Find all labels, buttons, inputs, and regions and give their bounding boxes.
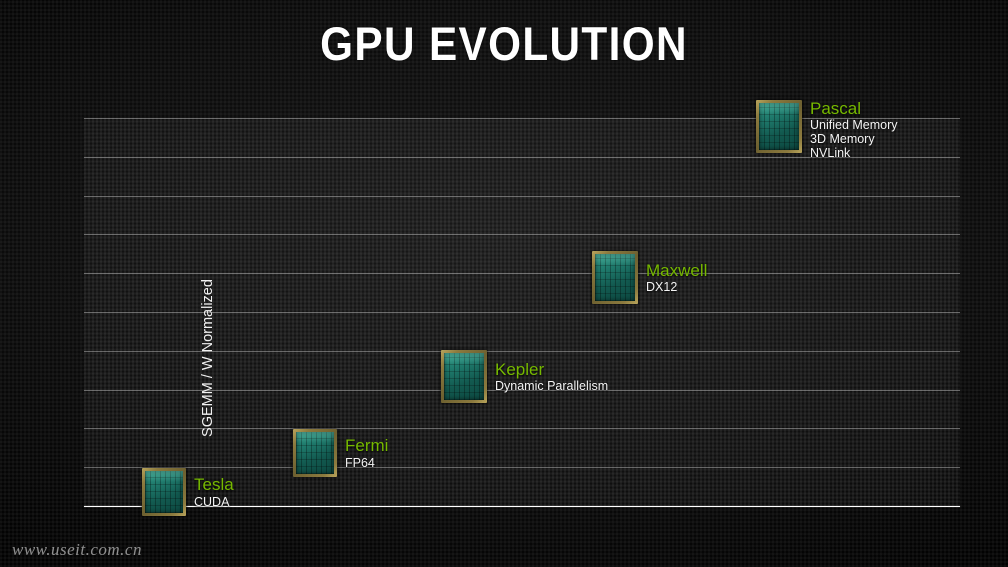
- gridline-10: [84, 312, 960, 313]
- gridline-12: [84, 273, 960, 275]
- gridline-6: [84, 389, 960, 391]
- gpu-feature-pascal-1: 3D Memory: [810, 132, 875, 147]
- datapoint-labels: Pascal Unified Memory 3D Memory NVLink: [810, 99, 898, 160]
- gpu-feature-kepler-0: Dynamic Parallelism: [495, 379, 609, 394]
- gpu-feature-fermi-0: FP64: [345, 455, 375, 470]
- gpu-name-pascal: Pascal: [810, 99, 862, 118]
- datapoint-pascal[interactable]: Pascal Unified Memory 3D Memory NVLink: [756, 99, 898, 160]
- gridline-20: [84, 118, 960, 119]
- gridline-4: [84, 428, 960, 430]
- datapoint-labels: Tesla CUDA: [194, 475, 234, 508]
- gpu-die-icon: [293, 429, 337, 477]
- gridline-8: [84, 350, 960, 352]
- datapoint-kepler[interactable]: Kepler Dynamic Parallelism: [441, 350, 608, 403]
- datapoint-maxwell[interactable]: Maxwell DX12: [592, 251, 707, 304]
- y-axis-label: SGEMM / W Normalized: [200, 279, 216, 437]
- gpu-name-fermi: Fermi: [345, 436, 389, 456]
- datapoint-fermi[interactable]: Fermi FP64: [293, 429, 388, 477]
- gpu-name-tesla: Tesla: [194, 475, 234, 495]
- gpu-feature-pascal-0: Unified Memory: [810, 118, 898, 133]
- gridline-16: [84, 195, 960, 197]
- gpu-die-icon: [441, 350, 487, 403]
- datapoint-tesla[interactable]: Tesla CUDA: [142, 468, 234, 516]
- gpu-name-kepler: Kepler: [495, 359, 545, 379]
- site-watermark: www.useit.com.cn: [12, 540, 142, 559]
- gridline-14: [84, 234, 960, 236]
- gpu-die-icon: [592, 251, 638, 304]
- gpu-name-maxwell: Maxwell: [646, 260, 708, 280]
- chart-plot-area: 20 18 16 14 12 10 8 6 4 2 0 SGEMM / W No…: [84, 99, 960, 516]
- gpu-feature-maxwell-0: DX12: [646, 280, 678, 295]
- x-axis-line: [84, 506, 960, 507]
- gpu-feature-tesla-0: CUDA: [194, 494, 230, 509]
- datapoint-labels: Kepler Dynamic Parallelism: [495, 360, 608, 393]
- datapoint-labels: Fermi FP64: [345, 436, 388, 469]
- gridline-18: [84, 156, 960, 158]
- gpu-feature-pascal-2: NVLink: [810, 146, 851, 161]
- page-title: GPU EVOLUTION: [320, 17, 688, 70]
- datapoint-labels: Maxwell DX12: [646, 261, 707, 294]
- gridline-2: [84, 467, 960, 469]
- gpu-die-icon: [756, 100, 802, 153]
- gpu-die-icon: [142, 468, 186, 516]
